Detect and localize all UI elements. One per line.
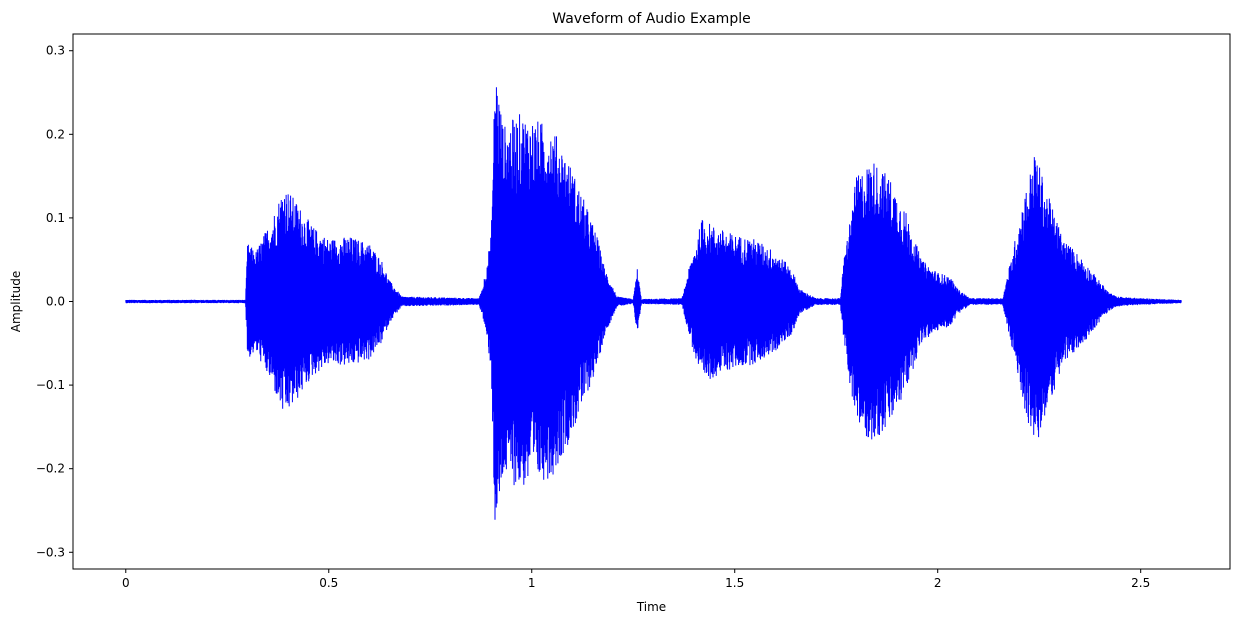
x-tick-label: 2.5 <box>1131 576 1150 590</box>
waveform-line <box>125 87 1182 520</box>
y-axis: −0.3 −0.2 −0.1 0.0 0.1 0.2 0.3 <box>36 44 73 559</box>
x-tick-label: 0.5 <box>319 576 338 590</box>
plot-area <box>125 87 1182 520</box>
x-tick-label: 1.5 <box>725 576 744 590</box>
y-axis-label: Amplitude <box>9 271 23 333</box>
y-tick-label: −0.3 <box>36 545 65 559</box>
x-tick-label: 1 <box>528 576 536 590</box>
y-tick-label: 0.3 <box>46 44 65 58</box>
x-tick-label: 0 <box>122 576 130 590</box>
x-axis: 0 0.5 1 1.5 2 2.5 <box>122 569 1150 590</box>
y-tick-label: −0.2 <box>36 462 65 476</box>
x-tick-label: 2 <box>934 576 942 590</box>
y-tick-label: −0.1 <box>36 378 65 392</box>
y-tick-label: 0.1 <box>46 211 65 225</box>
y-tick-label: 0.2 <box>46 127 65 141</box>
chart-title: Waveform of Audio Example <box>552 11 750 27</box>
x-axis-label: Time <box>636 600 666 614</box>
y-tick-label: 0.0 <box>46 295 65 309</box>
